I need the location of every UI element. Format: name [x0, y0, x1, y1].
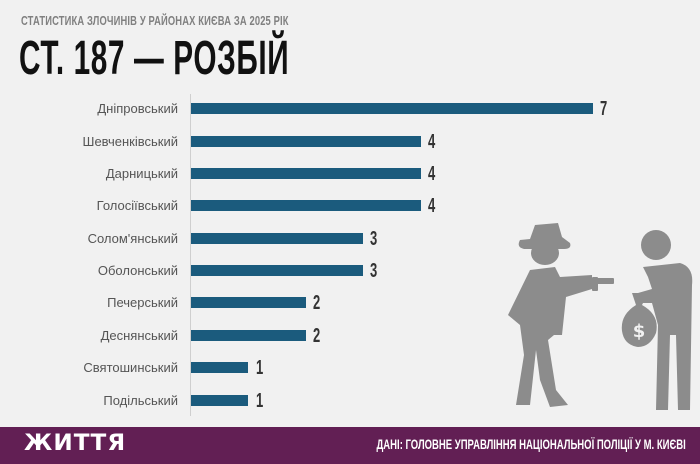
- bar-value: 2: [313, 325, 321, 347]
- bar-row-darnytskyi: Дарницький 4: [0, 163, 700, 185]
- bar-row-pecherskyi: Печерський 2: [0, 292, 700, 314]
- bar-label: Оболонський: [97, 263, 178, 278]
- bar: [191, 297, 306, 308]
- bar-row-obolonskyi: Оболонський 3: [0, 260, 700, 282]
- bar-value: 1: [256, 390, 264, 412]
- chart-title: СТ. 187 — РОЗБІЙ: [19, 32, 290, 85]
- bar-label: Дніпровський: [97, 101, 178, 116]
- bar-row-holosiivskyi: Голосіївський 4: [0, 195, 700, 217]
- bar-value: 4: [428, 195, 436, 217]
- chart-subtitle: СТАТИСТИКА ЗЛОЧИНІВ У РАЙОНАХ КИЄВА ЗА 2…: [21, 13, 289, 28]
- bar-row-solomianskyi: Солом'янський 3: [0, 228, 700, 250]
- bar-row-podilskyi: Подільський 1: [0, 390, 700, 412]
- bar-label: Дарницький: [105, 166, 178, 181]
- brand-logo: ЖИТТЯ: [24, 431, 127, 456]
- bar-value: 3: [370, 260, 378, 282]
- bar: [191, 136, 421, 147]
- bar-label: Голосіївський: [96, 198, 178, 213]
- bar-value: 4: [428, 163, 436, 185]
- bar: [191, 168, 421, 179]
- bar: [191, 103, 593, 114]
- bar: [191, 330, 306, 341]
- bar-label: Деснянський: [100, 328, 178, 343]
- bar-row-desnianskyi: Деснянський 2: [0, 325, 700, 347]
- bar-label: Солом'янський: [87, 231, 178, 246]
- bar: [191, 362, 248, 373]
- y-axis-line: [190, 94, 191, 416]
- bar: [191, 265, 363, 276]
- bar-value: 3: [370, 228, 378, 250]
- bar-value: 7: [600, 98, 608, 120]
- bar-label: Святошинський: [83, 360, 178, 375]
- bar-row-sviatoshynskyi: Святошинський 1: [0, 357, 700, 379]
- bar-label: Шевченківський: [82, 134, 178, 149]
- data-source: ДАНІ: ГОЛОВНЕ УПРАВЛІННЯ НАЦІОНАЛЬНОЇ ПО…: [376, 436, 686, 452]
- bar-value: 4: [428, 131, 436, 153]
- footer-bar: ЖИТТЯ ДАНІ: ГОЛОВНЕ УПРАВЛІННЯ НАЦІОНАЛЬ…: [0, 427, 700, 464]
- bar-row-shevchenkivskyi: Шевченківський 4: [0, 131, 700, 153]
- bar-row-dniprovskyi: Дніпровський 7: [0, 98, 700, 120]
- bar: [191, 395, 248, 406]
- dollar-sign-icon: $: [633, 321, 646, 342]
- bar-value: 2: [313, 292, 321, 314]
- bar-label: Печерський: [107, 295, 178, 310]
- bar-value: 1: [256, 357, 264, 379]
- bar: [191, 233, 363, 244]
- bar-label: Подільський: [103, 393, 178, 408]
- bar: [191, 200, 421, 211]
- robbery-icon: $: [480, 215, 700, 415]
